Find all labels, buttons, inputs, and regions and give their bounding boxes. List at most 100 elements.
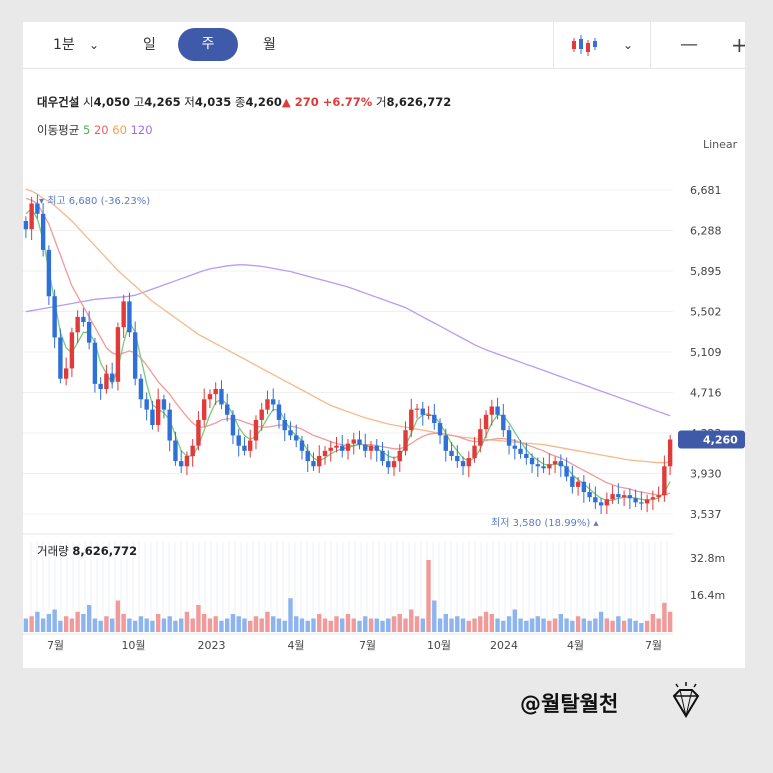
candle-body [667, 439, 673, 467]
chart-toolbar: 1분 ⌄ 일 주 월 ⌄ — + [23, 22, 745, 69]
candle-body [288, 430, 293, 436]
candle-body [271, 399, 276, 405]
line-tool-icon[interactable]: — [680, 34, 698, 55]
volume-bar [305, 620, 310, 632]
volume-bar [667, 611, 673, 632]
volume-bar [391, 616, 397, 632]
candle-body [587, 492, 592, 498]
volume-label: 거 [375, 95, 387, 109]
candle-body [529, 458, 535, 465]
candle-body [501, 414, 506, 431]
volume-bar [81, 614, 86, 632]
volume-panel-label: 거래량 8,626,772 [37, 544, 137, 558]
volume-bar [40, 618, 46, 632]
y-tick-label: 6,288 [690, 225, 722, 238]
volume-bar [466, 620, 471, 632]
candle-body [334, 445, 339, 448]
plus-icon[interactable]: + [731, 33, 745, 57]
interval-select[interactable]: 1분 [53, 22, 75, 68]
candle-body [138, 378, 144, 400]
volume-tick-label: 32.8m [690, 552, 725, 565]
candle-body [81, 316, 86, 323]
x-tick-label: 7월 [359, 639, 376, 652]
scale-toggle[interactable]: Linear [703, 138, 738, 151]
candle-body [472, 445, 477, 459]
candle-body [426, 414, 431, 416]
volume-bar [328, 620, 333, 632]
candle-body [230, 414, 236, 436]
candlestick-type-icon[interactable] [571, 32, 601, 58]
candle-body [40, 213, 46, 250]
volume-bar [127, 618, 132, 632]
candle-body [29, 203, 34, 230]
candle-body [351, 439, 356, 444]
volume-bar [449, 618, 454, 632]
candle-body [144, 399, 149, 410]
volume-bar [437, 618, 443, 632]
watermark-text: @월탈월천 [520, 692, 619, 716]
volume-bar [529, 618, 535, 632]
candle-body [242, 445, 247, 451]
y-tick-label: 3,930 [690, 468, 722, 481]
candle-body [403, 430, 408, 451]
volume-bar [633, 620, 638, 632]
volume-bar [345, 614, 351, 632]
tab-month[interactable]: 월 [263, 37, 276, 53]
volume-bar [225, 618, 230, 632]
volume-bar [115, 600, 121, 632]
volume-bar [403, 618, 408, 632]
volume-bar [610, 620, 615, 632]
interval-label: 1분 [53, 37, 75, 53]
x-tick-label: 2023 [198, 639, 226, 652]
tab-day[interactable]: 일 [143, 37, 156, 53]
volume-bar [575, 616, 581, 632]
candle-body [639, 502, 644, 504]
low-label: 저 [184, 95, 195, 109]
volume-bar [564, 618, 569, 632]
candle-body [552, 461, 558, 465]
candle-body [236, 435, 241, 446]
volume-bar [518, 618, 523, 632]
volume-bar [506, 616, 512, 632]
volume-bar [58, 620, 63, 632]
volume-bar [259, 618, 264, 632]
ma-label: 이동평균 [37, 123, 80, 137]
y-tick-label: 5,109 [690, 346, 722, 359]
volume-bar [644, 620, 650, 632]
volume-bar [52, 609, 57, 632]
ma120-line [25, 264, 671, 417]
volume-bar [656, 618, 661, 632]
ma120-label: 120 [130, 123, 153, 137]
volume-bar [541, 618, 546, 632]
candle-body [52, 296, 57, 338]
y-tick-label: 4,716 [690, 387, 722, 400]
x-tick-label: 2024 [490, 639, 518, 652]
toolbar-divider [553, 22, 554, 68]
volume-bar [443, 614, 448, 632]
candle-body [432, 414, 437, 424]
candle-body [610, 494, 615, 500]
candle-body [265, 399, 270, 410]
volume-bar [627, 618, 633, 632]
tab-week[interactable]: 주 [178, 28, 238, 61]
candle-body [248, 440, 253, 451]
candle-body [547, 464, 552, 469]
high-label: 고 [133, 95, 145, 109]
moving-average-legend[interactable]: 이동평균 5 20 60 120 [37, 122, 153, 138]
volume-bar [374, 618, 379, 632]
candle-body [190, 445, 195, 456]
price-chart[interactable]: 6,6816,2885,8955,5025,1094,7164,3233,930… [23, 22, 745, 668]
volume-bar [190, 618, 195, 632]
chevron-down-icon[interactable]: ⌄ [89, 38, 100, 52]
change-value: ▲ 270 +6.77% [281, 95, 373, 109]
candle-body [627, 495, 633, 499]
candle-body [518, 448, 523, 454]
y-tick-label: 6,681 [690, 184, 722, 197]
volume-bar [552, 618, 558, 632]
candle-body [604, 499, 610, 506]
volume-bar [236, 616, 241, 632]
candle-body [621, 495, 627, 498]
chevron-down-icon[interactable]: ⌄ [623, 38, 634, 52]
volume-bar [35, 611, 40, 632]
candle-body [650, 497, 656, 500]
